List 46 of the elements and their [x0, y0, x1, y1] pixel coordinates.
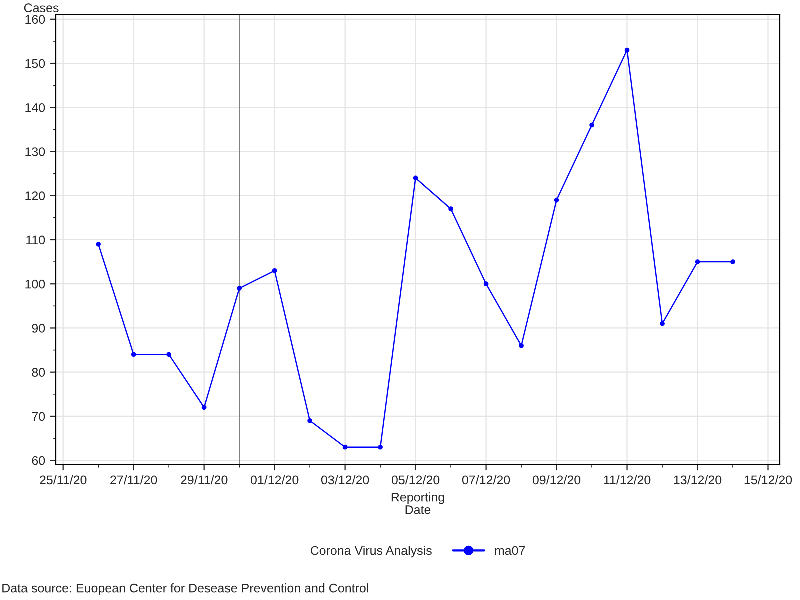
point	[308, 418, 312, 424]
point	[624, 48, 630, 53]
point	[448, 206, 454, 212]
y-tick-label: 90	[32, 324, 46, 333]
x-tick-label: 25/11/20	[40, 475, 87, 485]
point	[484, 282, 489, 287]
point	[554, 198, 560, 203]
y-tick-label: 120	[26, 192, 46, 201]
point	[342, 444, 348, 450]
x-tick-label: 11/12/20	[604, 475, 651, 485]
point	[519, 343, 524, 348]
y-tick-label: 150	[26, 59, 46, 68]
x-tick-label: 29/11/20	[181, 475, 228, 485]
y-tick-label: 60	[32, 456, 46, 466]
x-tick-label: 27/11/20	[110, 475, 158, 485]
point	[202, 405, 207, 410]
point	[96, 242, 102, 247]
point	[660, 321, 665, 326]
x-axis-title: Reporting Date	[392, 492, 444, 514]
point	[730, 260, 736, 264]
legend-label: ma07	[495, 546, 526, 556]
y-tick-label: 110	[26, 236, 46, 245]
point	[695, 260, 700, 264]
y-tick-label: 160	[26, 15, 46, 24]
y-tick-label: 100	[26, 280, 46, 289]
point	[272, 268, 278, 274]
x-tick-label: 01/12/20	[250, 475, 299, 485]
x-tick-label: 03/12/20	[321, 475, 370, 485]
point	[378, 444, 383, 450]
source-note: Data source: Euopean Center for Desease Prevention and Control	[2, 584, 368, 596]
point	[590, 122, 594, 128]
point	[131, 352, 136, 358]
x-tick-label: 09/12/20	[532, 475, 581, 485]
y-tick-label: 70	[32, 412, 46, 422]
y-tick-label: 80	[32, 368, 46, 378]
y-tick-label: 140	[26, 103, 46, 112]
x-tick-label: 13/12/20	[674, 475, 722, 485]
y-tick-label: 130	[26, 148, 46, 156]
legend-title: Corona Virus Analysis	[310, 546, 432, 558]
x-tick-label: 15/12/20	[744, 475, 792, 485]
point	[166, 352, 172, 358]
point	[413, 176, 418, 181]
point	[237, 286, 242, 291]
x-tick-label: 05/12/20	[392, 475, 440, 485]
y-axis-title: Cases	[24, 4, 59, 13]
x-tick-label: 07/12/20	[462, 475, 510, 485]
